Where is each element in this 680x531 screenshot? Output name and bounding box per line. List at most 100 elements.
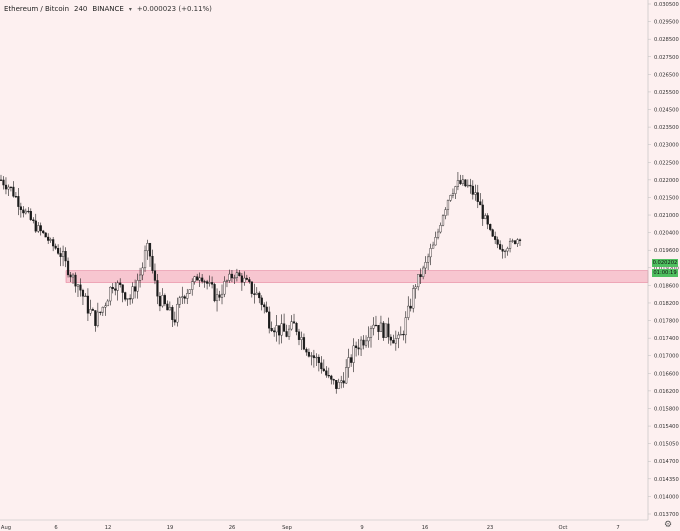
price-tick-label: 0.030500	[654, 2, 679, 8]
candle-body	[104, 305, 107, 308]
candle-body	[461, 179, 464, 184]
candle-body	[265, 306, 268, 313]
candle-body	[39, 225, 42, 232]
candle-body	[126, 298, 129, 300]
candle-body	[183, 296, 186, 299]
price-tick-label: 0.014700	[654, 459, 679, 465]
candle-body	[2, 179, 5, 186]
candle-body	[273, 330, 276, 333]
candle-body	[109, 286, 112, 302]
candle-body	[153, 270, 157, 281]
candle-body	[66, 260, 70, 276]
candle-body	[340, 380, 343, 383]
candle-body	[181, 296, 184, 298]
candle-body	[456, 180, 460, 187]
price-tick-label: 0.027500	[654, 55, 679, 61]
candle-body	[469, 184, 472, 187]
candle-body	[52, 239, 55, 247]
time-tick-label: 6	[54, 525, 57, 531]
candle-body	[317, 356, 320, 364]
time-tick-label: 26	[229, 525, 236, 531]
candle-body	[367, 336, 370, 342]
candle-body	[305, 348, 308, 353]
candle-body	[215, 294, 219, 302]
candle-body	[0, 179, 3, 181]
candle-body	[315, 356, 318, 359]
candle-body	[131, 286, 134, 300]
gear-icon[interactable]: ⚙	[664, 520, 673, 530]
chevron-down-icon[interactable]: ▾	[128, 5, 132, 13]
price-tick-label: 0.014000	[654, 494, 679, 500]
candle-body	[369, 328, 373, 338]
price-tick-label: 0.017800	[654, 319, 679, 325]
candle-body	[22, 209, 25, 214]
candle-body	[79, 284, 82, 291]
candle-body	[342, 380, 345, 384]
candle-body	[193, 276, 196, 282]
candle-body	[258, 292, 261, 299]
candle-body	[417, 274, 420, 288]
candle-body	[474, 192, 477, 195]
candle-body	[111, 286, 114, 289]
interval-label[interactable]: 240	[74, 5, 88, 13]
candle-body	[439, 225, 442, 233]
candle-body	[496, 239, 499, 245]
symbol-name[interactable]: Ethereum / Bitcoin	[4, 5, 70, 13]
candle-body	[436, 231, 440, 238]
candle-body	[407, 305, 410, 318]
candle-body	[178, 297, 181, 305]
candle-body	[446, 200, 450, 210]
candle-body	[133, 286, 137, 292]
candle-body	[320, 362, 323, 370]
candle-body	[518, 239, 522, 242]
candle-body	[489, 224, 492, 230]
time-tick-label: 12	[105, 525, 112, 531]
time-tick-label: Aug	[1, 525, 11, 531]
candle-body	[71, 274, 75, 278]
candle-body	[300, 337, 303, 340]
candle-body	[94, 310, 97, 326]
candle-body	[201, 277, 204, 282]
candle-body	[434, 237, 437, 246]
candle-body	[382, 322, 385, 338]
candle-body	[143, 250, 147, 269]
candle-body	[364, 340, 368, 346]
candle-body	[129, 298, 132, 300]
candle-body	[355, 345, 358, 348]
candle-body	[191, 281, 194, 290]
candle-body	[158, 295, 162, 307]
candle-body	[29, 211, 32, 220]
price-tick-label: 0.018600	[654, 283, 679, 289]
candle-body	[506, 248, 509, 252]
last-price-label: 0.020202	[652, 259, 678, 267]
candle-body	[379, 322, 383, 332]
price-tick-label: 0.022500	[654, 160, 679, 166]
candle-body	[516, 239, 519, 244]
candle-body	[476, 192, 479, 202]
candle-body	[471, 185, 474, 195]
candle-body	[42, 230, 45, 234]
candle-body	[151, 255, 154, 271]
price-tick-label: 0.018200	[654, 301, 679, 307]
candle-body	[173, 319, 176, 323]
price-tick-label: 0.019200	[654, 266, 679, 272]
candle-body	[394, 338, 397, 344]
candle-body	[114, 288, 117, 291]
support-zone[interactable]	[65, 270, 649, 283]
time-tick-label: 19	[167, 525, 174, 531]
price-tick-label: 0.014350	[654, 477, 679, 483]
candle-body	[96, 311, 99, 326]
candle-body	[297, 331, 301, 340]
candle-body	[270, 328, 273, 331]
price-tick-label: 0.028500	[654, 37, 679, 43]
candle-body	[210, 282, 214, 285]
candle-body	[233, 277, 236, 279]
price-tick-label: 0.025500	[654, 90, 679, 96]
candle-body	[325, 370, 328, 376]
price-tick-label: 0.026500	[654, 72, 679, 78]
candle-body	[223, 281, 226, 295]
candle-body	[47, 236, 50, 241]
candle-body	[121, 284, 124, 293]
